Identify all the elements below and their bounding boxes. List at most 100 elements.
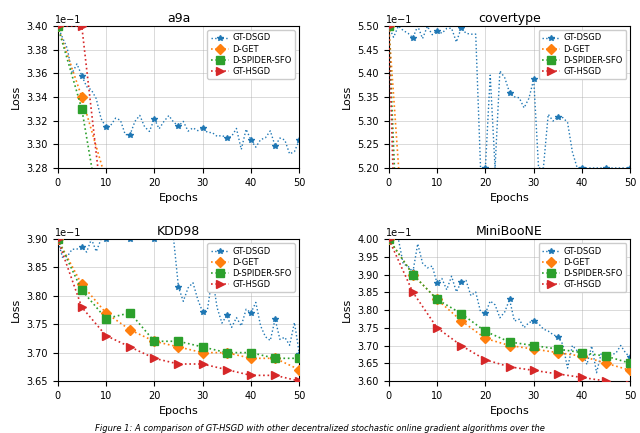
D-SPIDER-SFO: [247, 350, 255, 355]
GT-DSGD: [286, 151, 294, 156]
GT-HSGD: [102, 236, 110, 242]
D-GET: [554, 350, 562, 355]
Line: D-GET: D-GET: [54, 23, 303, 402]
Legend: GT-DSGD, D-GET, D-SPIDER-SFO, GT-HSGD: GT-DSGD, D-GET, D-SPIDER-SFO, GT-HSGD: [207, 30, 295, 79]
D-GET: [385, 236, 392, 242]
D-SPIDER-SFO: [554, 346, 562, 352]
GT-DSGD: [296, 137, 303, 142]
GT-DSGD: [627, 355, 634, 360]
GT-HSGD: [385, 236, 392, 242]
GT-DSGD: [545, 329, 552, 334]
GT-HSGD: [54, 236, 61, 242]
GT-HSGD: [54, 23, 61, 29]
GT-DSGD: [621, 350, 629, 355]
GT-HSGD: [150, 356, 158, 361]
GT-HSGD: [126, 248, 134, 253]
GT-DSGD: [54, 23, 61, 29]
D-GET: [54, 23, 61, 29]
D-GET: [296, 396, 303, 401]
GT-HSGD: [481, 357, 489, 362]
GT-DSGD: [627, 165, 634, 171]
X-axis label: Epochs: Epochs: [490, 406, 529, 416]
GT-HSGD: [175, 362, 182, 367]
D-GET: [602, 361, 610, 366]
GT-HSGD: [530, 368, 538, 373]
D-SPIDER-SFO: [78, 288, 86, 293]
D-SPIDER-SFO: [126, 310, 134, 316]
D-GET: [175, 344, 182, 349]
GT-DSGD: [438, 31, 445, 36]
GT-DSGD: [131, 236, 139, 242]
GT-HSGD: [150, 260, 158, 265]
GT-HSGD: [554, 372, 562, 377]
D-GET: [199, 378, 207, 384]
D-SPIDER-SFO: [385, 23, 392, 29]
Line: D-GET: D-GET: [385, 23, 634, 433]
Line: D-SPIDER-SFO: D-SPIDER-SFO: [385, 22, 635, 433]
GT-HSGD: [199, 362, 207, 367]
D-SPIDER-SFO: [150, 278, 158, 283]
GT-HSGD: [78, 23, 86, 29]
X-axis label: Epochs: Epochs: [159, 406, 198, 416]
D-SPIDER-SFO: [458, 311, 465, 316]
GT-HSGD: [223, 367, 230, 372]
GT-DSGD: [564, 120, 572, 125]
D-GET: [433, 297, 441, 302]
D-SPIDER-SFO: [296, 356, 303, 361]
D-SPIDER-SFO: [150, 339, 158, 344]
GT-HSGD: [602, 378, 610, 384]
GT-DSGD: [291, 320, 298, 325]
GT-HSGD: [627, 382, 634, 387]
Line: GT-HSGD: GT-HSGD: [53, 235, 303, 385]
D-GET: [385, 23, 392, 29]
Line: GT-DSGD: GT-DSGD: [55, 236, 302, 356]
D-GET: [199, 350, 207, 355]
Title: MiniBooNE: MiniBooNE: [476, 225, 543, 238]
D-GET: [409, 369, 417, 374]
GT-DSGD: [126, 236, 134, 242]
Line: D-SPIDER-SFO: D-SPIDER-SFO: [385, 235, 635, 368]
Line: GT-HSGD: GT-HSGD: [53, 22, 303, 433]
GT-DSGD: [296, 351, 303, 356]
D-SPIDER-SFO: [506, 339, 513, 345]
Title: a9a: a9a: [167, 12, 190, 25]
D-GET: [175, 361, 182, 366]
GT-DSGD: [107, 236, 115, 242]
D-GET: [78, 94, 86, 100]
D-GET: [578, 354, 586, 359]
GT-DSGD: [228, 325, 236, 330]
Line: GT-HSGD: GT-HSGD: [385, 235, 635, 389]
D-GET: [271, 396, 279, 401]
GT-DSGD: [385, 236, 392, 242]
D-SPIDER-SFO: [433, 297, 441, 302]
Line: GT-DSGD: GT-DSGD: [386, 23, 633, 171]
D-GET: [481, 336, 489, 341]
D-SPIDER-SFO: [199, 344, 207, 349]
GT-HSGD: [385, 23, 392, 29]
Text: 1e−1: 1e−1: [387, 15, 413, 25]
Text: 1e−1: 1e−1: [387, 228, 413, 238]
Y-axis label: Loss: Loss: [342, 298, 352, 322]
D-GET: [506, 343, 513, 348]
D-GET: [78, 282, 86, 287]
D-GET: [458, 318, 465, 323]
D-SPIDER-SFO: [102, 316, 110, 321]
D-SPIDER-SFO: [175, 367, 182, 372]
GT-DSGD: [126, 132, 134, 137]
GT-DSGD: [462, 278, 470, 283]
D-SPIDER-SFO: [271, 356, 279, 361]
GT-HSGD: [102, 333, 110, 338]
Line: D-SPIDER-SFO: D-SPIDER-SFO: [53, 22, 303, 433]
D-GET: [409, 272, 417, 277]
D-GET: [126, 327, 134, 333]
GT-DSGD: [477, 165, 484, 171]
D-SPIDER-SFO: [54, 236, 61, 242]
GT-HSGD: [126, 344, 134, 349]
Line: GT-DSGD: GT-DSGD: [386, 236, 633, 375]
D-SPIDER-SFO: [385, 236, 392, 242]
Legend: GT-DSGD, D-GET, D-SPIDER-SFO, GT-HSGD: GT-DSGD, D-GET, D-SPIDER-SFO, GT-HSGD: [538, 243, 626, 292]
GT-DSGD: [291, 149, 298, 154]
Line: D-GET: D-GET: [54, 236, 303, 373]
GT-HSGD: [78, 304, 86, 310]
D-SPIDER-SFO: [78, 106, 86, 111]
